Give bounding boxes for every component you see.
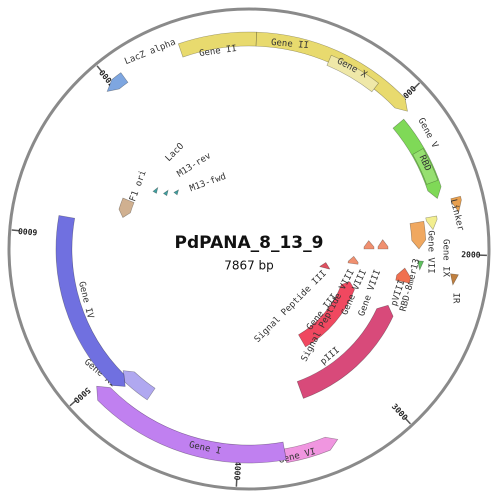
feature <box>152 186 159 194</box>
feature <box>106 72 129 92</box>
tick-mark <box>413 82 421 90</box>
feature <box>450 273 459 286</box>
feature <box>162 189 169 197</box>
feature <box>296 304 394 399</box>
feature <box>283 436 339 464</box>
feature <box>298 281 355 348</box>
feature <box>319 262 330 270</box>
tick-label: 6000 <box>18 226 38 237</box>
feature-label: LacO <box>164 141 186 163</box>
tick-mark <box>69 399 77 407</box>
feature-label: Gene IX <box>441 239 451 278</box>
feature-label: Gene II <box>271 38 310 51</box>
feature <box>173 189 180 196</box>
tick-mark <box>96 65 103 73</box>
feature <box>122 370 156 401</box>
feature-label: LacZ alpha <box>123 38 177 68</box>
feature <box>425 215 438 231</box>
feature <box>326 54 380 93</box>
backbone <box>7 7 491 491</box>
feature <box>409 220 427 250</box>
tick-mark <box>11 229 20 232</box>
tick-label: 4000 <box>232 461 242 481</box>
map-title: PdPANA_8_13_9 <box>175 233 324 253</box>
feature <box>412 148 439 185</box>
feature-label: M13-fwd <box>188 172 227 194</box>
feature-label: IR <box>451 293 461 304</box>
feature <box>55 215 126 387</box>
feature-label: Linker <box>448 198 466 233</box>
feature <box>363 240 375 250</box>
feature-label: M13-rev <box>176 151 213 180</box>
feature <box>450 195 462 213</box>
feature <box>255 31 408 112</box>
tick-label: 2000 <box>461 250 481 260</box>
feature <box>347 255 359 265</box>
feature-label: Gene VII <box>426 230 436 273</box>
feature <box>96 385 287 464</box>
feature-label: F1 ori <box>128 169 149 203</box>
feature <box>377 239 389 250</box>
feature <box>395 267 411 284</box>
map-length: 7867 bp <box>224 259 274 273</box>
tick-mark <box>404 417 412 425</box>
feature <box>417 260 425 271</box>
feature <box>118 197 135 218</box>
